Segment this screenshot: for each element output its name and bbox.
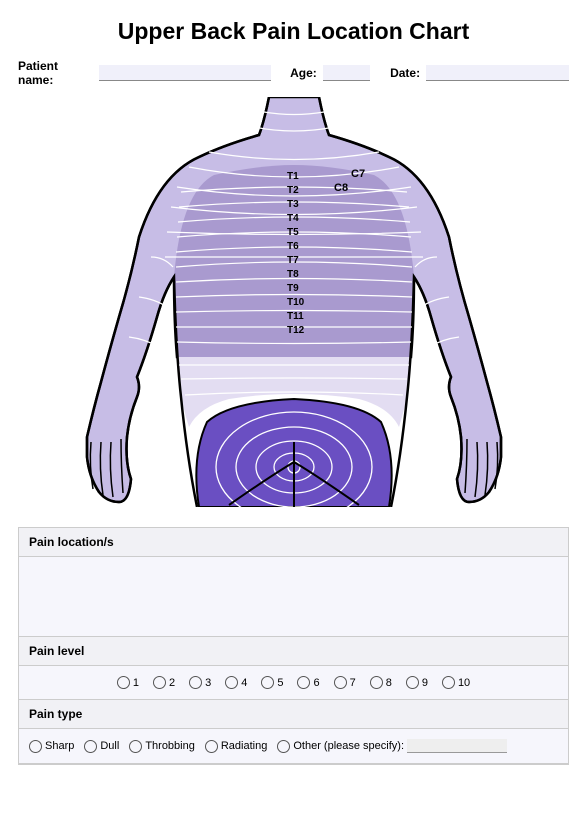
label-t9: T9 — [287, 283, 299, 294]
pain-level-3[interactable]: 3 — [189, 676, 211, 689]
radio-icon — [29, 740, 42, 753]
pain-level-8[interactable]: 8 — [370, 676, 392, 689]
pain-type-other-input[interactable] — [407, 739, 507, 753]
pain-level-label: 6 — [313, 677, 319, 689]
pain-level-5[interactable]: 5 — [261, 676, 283, 689]
pain-level-9[interactable]: 9 — [406, 676, 428, 689]
pain-level-label: 2 — [169, 677, 175, 689]
date-label: Date: — [390, 66, 420, 80]
pain-type-sharp[interactable]: Sharp — [29, 740, 74, 753]
radio-icon — [297, 676, 310, 689]
label-t1: T1 — [287, 171, 299, 182]
radio-icon — [334, 676, 347, 689]
pain-level-7[interactable]: 7 — [334, 676, 356, 689]
age-label: Age: — [290, 66, 317, 80]
form-panel: Pain location/s Pain level 1 2 3 4 5 6 7 8 9 10 P… — [18, 527, 569, 765]
pain-location-input[interactable] — [19, 557, 568, 637]
pain-type-options: Sharp Dull Throbbing Radiating Other (please… — [19, 729, 568, 764]
pain-type-label: Dull — [100, 740, 119, 752]
pain-level-label: 4 — [241, 677, 247, 689]
pain-type-label: Sharp — [45, 740, 74, 752]
radio-icon — [370, 676, 383, 689]
label-t3: T3 — [287, 199, 299, 210]
pain-type-radiating[interactable]: Radiating — [205, 740, 267, 753]
pain-level-2[interactable]: 2 — [153, 676, 175, 689]
label-t12: T12 — [287, 325, 305, 336]
pain-level-label: 9 — [422, 677, 428, 689]
pain-level-6[interactable]: 6 — [297, 676, 319, 689]
pain-level-label: 7 — [350, 677, 356, 689]
label-t11: T11 — [287, 311, 304, 322]
radio-icon — [261, 676, 274, 689]
label-t7: T7 — [287, 255, 299, 266]
back-anatomy-diagram: T1 T2 T3 T4 T5 T6 T7 T8 T9 T10 T11 T12 C7 C8 — [79, 97, 509, 507]
pain-type-label: Throbbing — [145, 740, 195, 752]
radio-icon — [225, 676, 238, 689]
pain-type-other[interactable]: Other (please specify): — [277, 739, 507, 753]
patient-info-row: Patient name: Age: Date: — [18, 59, 569, 87]
pain-level-label: 10 — [458, 677, 470, 689]
age-input[interactable] — [323, 65, 371, 81]
pain-level-header: Pain level — [19, 637, 568, 666]
date-input[interactable] — [426, 65, 569, 81]
label-c8: C8 — [334, 182, 348, 194]
pain-level-4[interactable]: 4 — [225, 676, 247, 689]
radio-icon — [442, 676, 455, 689]
radio-icon — [84, 740, 97, 753]
radio-icon — [189, 676, 202, 689]
label-t8: T8 — [287, 269, 299, 280]
pain-type-label: Radiating — [221, 740, 267, 752]
pain-level-label: 5 — [277, 677, 283, 689]
pain-level-options: 1 2 3 4 5 6 7 8 9 10 — [19, 666, 568, 700]
pain-type-dull[interactable]: Dull — [84, 740, 119, 753]
radio-icon — [277, 740, 290, 753]
radio-icon — [117, 676, 130, 689]
pain-level-label: 8 — [386, 677, 392, 689]
pain-level-label: 3 — [205, 677, 211, 689]
label-t4: T4 — [287, 213, 299, 224]
pain-level-1[interactable]: 1 — [117, 676, 139, 689]
pain-level-label: 1 — [133, 677, 139, 689]
pain-type-other-label: Other (please specify): — [293, 740, 404, 752]
page-title: Upper Back Pain Location Chart — [18, 18, 569, 45]
label-t5: T5 — [287, 227, 299, 238]
pain-level-10[interactable]: 10 — [442, 676, 470, 689]
pain-location-header: Pain location/s — [19, 528, 568, 557]
patient-name-label: Patient name: — [18, 59, 93, 87]
patient-name-input[interactable] — [99, 65, 271, 81]
label-t6: T6 — [287, 241, 299, 252]
label-c7: C7 — [351, 168, 365, 180]
radio-icon — [406, 676, 419, 689]
pain-type-header: Pain type — [19, 700, 568, 729]
pain-type-throbbing[interactable]: Throbbing — [129, 740, 195, 753]
radio-icon — [153, 676, 166, 689]
radio-icon — [205, 740, 218, 753]
label-t2: T2 — [287, 185, 299, 196]
label-t10: T10 — [287, 297, 305, 308]
radio-icon — [129, 740, 142, 753]
